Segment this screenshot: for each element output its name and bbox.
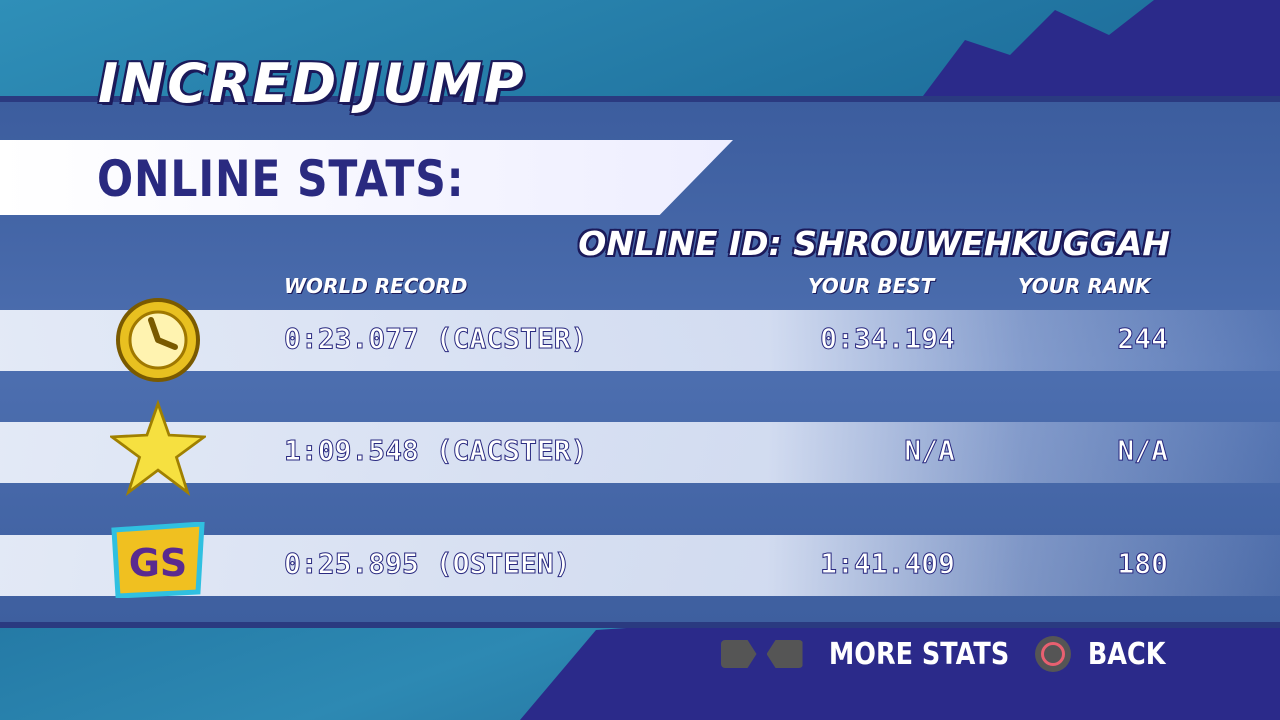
world-record: 0:23.077 (CACSTER)	[283, 322, 588, 356]
world-record: 1:09.548 (CACSTER)	[283, 434, 588, 468]
your-rank: N/A	[1117, 434, 1169, 468]
page-title: ONLINE STATS: SUMMARY	[97, 150, 465, 215]
game-logo: INCREDIJUMP	[98, 52, 526, 115]
clock-icon	[110, 292, 206, 388]
circle-button-icon	[1034, 636, 1071, 672]
background-decoration	[520, 620, 1280, 720]
your-rank: 180	[1117, 547, 1169, 581]
header-world-record: WORLD RECORD	[284, 274, 468, 298]
title-banner: ONLINE STATS: SUMMARY	[0, 140, 733, 215]
table-row[interactable]: 1:09.548 (CACSTER) N/A N/A	[0, 422, 1280, 483]
your-best: 0:34.194	[820, 322, 956, 356]
gs-badge-icon: GS	[110, 512, 206, 608]
star-icon	[110, 399, 206, 497]
l-button-icon	[766, 640, 803, 668]
background-decoration	[920, 0, 1280, 100]
header-your-rank: YOUR RANK	[1018, 274, 1151, 298]
table-row[interactable]: 0:23.077 (CACSTER) 0:34.194 244	[0, 310, 1280, 371]
online-id: ONLINE ID: SHROUWEHKUGGAH	[578, 224, 1170, 263]
your-best: N/A	[904, 434, 956, 468]
more-stats-button[interactable]: MORE STATS	[828, 636, 1009, 672]
header-your-best: YOUR BEST	[808, 274, 935, 298]
your-rank: 244	[1117, 322, 1169, 356]
footer-controls: MORE STATS BACK	[720, 636, 1172, 672]
back-button[interactable]: BACK	[1087, 636, 1166, 672]
svg-text:GS: GS	[129, 541, 188, 585]
table-row[interactable]: 0:25.895 (OSTEEN) 1:41.409 180	[0, 535, 1280, 596]
your-best: 1:41.409	[820, 547, 956, 581]
world-record: 0:25.895 (OSTEEN)	[284, 547, 572, 581]
r-button-icon	[720, 640, 757, 668]
